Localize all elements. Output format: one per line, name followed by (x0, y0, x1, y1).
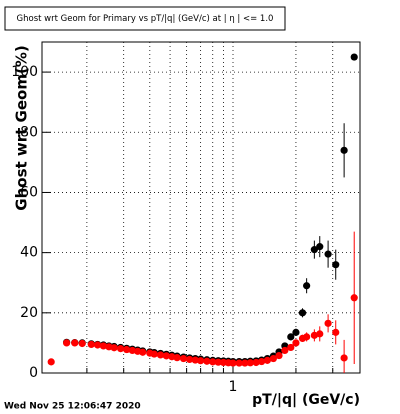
y-tick-label: 80 (20, 124, 38, 140)
data-point (350, 53, 358, 61)
data-point (117, 345, 125, 353)
chart-title: Ghost wrt Geom for Primary vs pT/|q| (Ge… (17, 14, 274, 24)
data-point (99, 342, 108, 350)
data-point (281, 346, 289, 355)
plot-frame (41, 41, 361, 374)
data-point (332, 261, 340, 269)
data-point (287, 333, 295, 341)
data-point (316, 330, 324, 338)
data-point (246, 359, 254, 367)
data-point (186, 355, 194, 364)
data-point (139, 348, 147, 356)
title-box (4, 6, 286, 31)
data-point (263, 356, 271, 364)
data-point (340, 354, 348, 362)
data-point (179, 354, 188, 363)
data-point (150, 350, 158, 358)
y-tick-label: 0 (29, 365, 38, 381)
timestamp: Wed Nov 25 12:06:47 2020 (4, 402, 141, 412)
data-point (292, 339, 300, 347)
data-point (214, 358, 222, 366)
data-point (156, 351, 165, 359)
y-tick-label: 20 (20, 305, 38, 321)
data-point (324, 319, 332, 327)
data-point (252, 358, 260, 367)
data-point (93, 341, 102, 349)
y-tick-label: 40 (20, 245, 38, 261)
data-point (287, 343, 295, 352)
x-tick-label: 1 (229, 379, 238, 395)
data-point (257, 357, 266, 366)
data-point (332, 328, 340, 336)
data-point (269, 354, 277, 363)
data-point (128, 346, 136, 355)
data-point (191, 356, 199, 364)
data-point (292, 328, 300, 336)
data-point (162, 352, 170, 360)
data-point (340, 146, 348, 154)
y-axis-title: Ghost wrt Geom(%) (13, 45, 31, 210)
data-point (298, 309, 307, 317)
data-point (324, 250, 332, 258)
data-point (209, 358, 217, 366)
y-tick-label: 100 (11, 64, 38, 80)
data-point (350, 294, 358, 302)
data-point (235, 359, 243, 367)
data-point (203, 357, 211, 365)
data-point (316, 243, 324, 251)
data-point (241, 359, 249, 367)
data-point (275, 351, 283, 360)
data-point (173, 354, 181, 362)
y-tick-label: 60 (20, 184, 38, 200)
data-point (47, 358, 55, 366)
data-point (229, 359, 237, 367)
data-point (110, 344, 118, 352)
data-point (310, 246, 318, 254)
data-point (123, 345, 131, 354)
data-point (87, 340, 95, 349)
x-axis-title: pT/|q| (GeV/c) (252, 392, 360, 408)
data-point (310, 331, 318, 339)
data-point (78, 339, 86, 348)
data-point (303, 282, 311, 290)
data-point (303, 333, 311, 341)
data-point (197, 357, 205, 365)
data-point (63, 339, 71, 347)
data-point (71, 339, 79, 347)
